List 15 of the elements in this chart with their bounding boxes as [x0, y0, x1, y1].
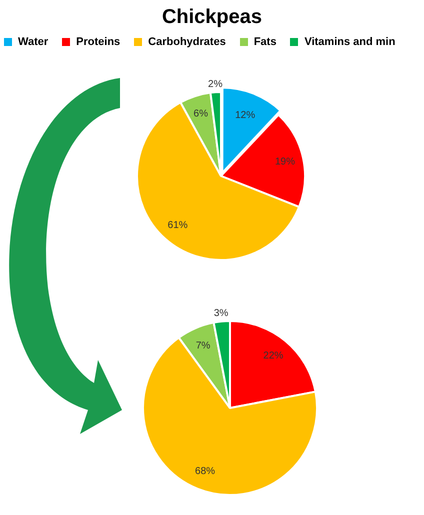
legend-label: Water — [17, 36, 48, 48]
legend-label: Fats — [252, 36, 276, 48]
data-label: 61% — [168, 220, 188, 231]
legend-label: Carbohydrates — [147, 36, 226, 48]
data-label: 6% — [194, 108, 208, 120]
chart-title: Chickpeas — [160, 6, 264, 29]
legend-label: Proteins — [75, 36, 120, 48]
data-label: 3% — [214, 308, 228, 320]
data-label: 68% — [195, 466, 216, 477]
legend-label: Vitamins and min — [303, 36, 396, 48]
data-label: 22% — [263, 350, 284, 362]
data-label: 19% — [274, 156, 296, 168]
data-label: 2% — [208, 78, 223, 90]
data-label: 7% — [196, 340, 210, 352]
data-label: 12% — [235, 110, 256, 121]
